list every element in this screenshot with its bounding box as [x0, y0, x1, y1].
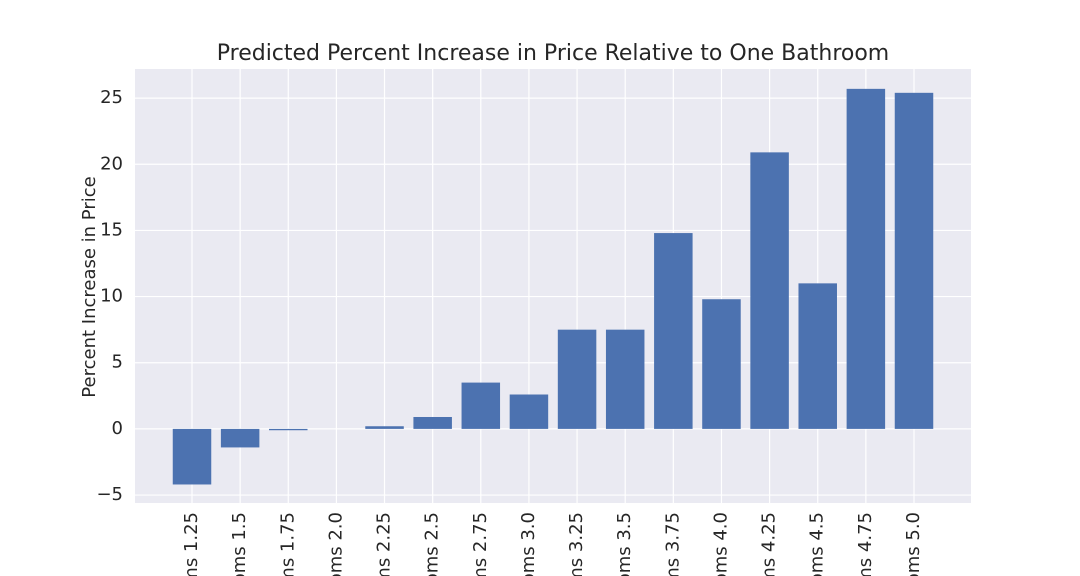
- bar: [413, 416, 452, 429]
- y-tick-label: 20: [100, 153, 123, 174]
- bar: [269, 428, 308, 431]
- x-tick-label: ms 2.25: [374, 512, 395, 576]
- bar: [702, 299, 741, 429]
- plot-area: [135, 69, 971, 503]
- y-tick-label: 15: [100, 219, 123, 240]
- bar: [220, 428, 260, 448]
- bar: [750, 152, 789, 429]
- x-tick-label: oms 3.0: [518, 512, 539, 576]
- y-tick-label: 25: [100, 87, 123, 108]
- bar: [605, 329, 645, 429]
- bar: [461, 382, 501, 429]
- y-axis-label: Percent Increase in Price: [79, 176, 100, 397]
- bar: [509, 394, 549, 429]
- y-tick-label: −5: [96, 484, 123, 505]
- x-tick-label: ms 4.25: [759, 512, 780, 576]
- bars: [172, 88, 934, 485]
- x-tick-label: oms 2.0: [325, 512, 346, 576]
- bar: [846, 88, 886, 429]
- y-tick-label: 10: [100, 286, 123, 307]
- y-tick-label: 5: [112, 352, 123, 373]
- x-tick-label: ms 4.75: [855, 512, 876, 576]
- x-tick-label: oms 4.0: [710, 512, 731, 576]
- y-tick-label: 0: [112, 418, 123, 439]
- x-tick-label: oms 4.5: [807, 512, 828, 576]
- x-tick-label: ms 3.25: [566, 512, 587, 576]
- chart-title: Predicted Percent Increase in Price Rela…: [217, 41, 889, 66]
- bar: [557, 329, 597, 429]
- bar: [894, 92, 934, 429]
- x-tick-label: ms 1.75: [277, 512, 298, 576]
- x-tick-label: ms 1.25: [181, 512, 202, 576]
- bar: [798, 283, 837, 429]
- x-tick-label: ms 3.75: [662, 512, 683, 576]
- bar: [172, 428, 212, 485]
- bar: [365, 426, 404, 429]
- x-tick-label: oms 3.5: [614, 512, 635, 576]
- x-tick-label: oms 1.5: [229, 512, 250, 576]
- bar: [654, 233, 693, 429]
- x-tick-label: oms 2.5: [422, 512, 443, 576]
- x-tick-label: oms 5.0: [903, 512, 924, 576]
- x-tick-label: ms 2.75: [470, 512, 491, 576]
